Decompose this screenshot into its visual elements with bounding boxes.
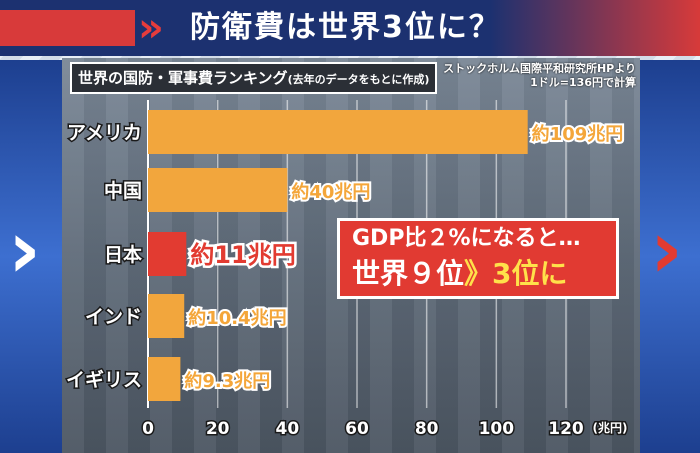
right-decor: › [640, 60, 700, 453]
left-decor: › [0, 60, 62, 453]
value-label: 約9.3兆円 [184, 370, 270, 392]
callout-line-2: 世界９位》3位に [352, 257, 568, 291]
value-label: 約109兆円 [532, 123, 624, 145]
x-tick-label: 0 [142, 419, 154, 439]
x-tick-label: 60 [345, 419, 369, 439]
callout-rank-now: 世界９位 [352, 257, 465, 290]
value-label: 約10.4兆円 [188, 307, 286, 329]
bar [148, 232, 187, 276]
chevron-right-icon: › [8, 203, 41, 296]
category-label: イギリス [66, 369, 142, 391]
header-bar: » 防衛費は世界3位に？ [0, 0, 700, 56]
callout-line-1: GDP比２%になると… [352, 226, 581, 251]
value-label: 約40兆円 [291, 181, 370, 203]
page-title: 防衛費は世界3位に？ [190, 10, 501, 45]
bar [148, 294, 185, 338]
bar [148, 110, 528, 154]
source-line-2: 1ドル=136円で計算 [530, 76, 636, 89]
chevron-right-icon: › [650, 203, 683, 296]
x-tick-label: 100 [479, 419, 515, 439]
source-note: ストックホルム国際平和研究所HPより 1ドル=136円で計算 [443, 62, 636, 90]
value-label: 約11兆円 [190, 241, 295, 269]
callout-box: GDP比２%になると… 世界９位》3位に [337, 218, 619, 299]
chart-title-note: (去年のデータをもとに作成) [287, 73, 430, 86]
header-accent [0, 10, 135, 46]
category-label: インド [85, 306, 142, 328]
chart-title: 世界の国防・軍事費ランキング(去年のデータをもとに作成) [70, 62, 438, 94]
x-tick-label: 40 [275, 419, 299, 439]
category-label: 日本 [104, 243, 142, 266]
category-label: アメリカ [67, 122, 142, 144]
bar [148, 357, 181, 401]
bar [148, 168, 288, 212]
x-tick-label: 80 [415, 419, 439, 439]
chart-title-main: 世界の国防・軍事費ランキング [78, 69, 288, 87]
category-label: 中国 [104, 179, 142, 202]
x-tick-label: 20 [206, 419, 230, 439]
callout-arrow: 》 [464, 257, 493, 290]
source-line-1: ストックホルム国際平和研究所HPより [443, 62, 636, 75]
x-tick-label: 120 [548, 419, 584, 439]
x-unit-label: (兆円) [593, 420, 628, 435]
callout-rank-new: 3位に [492, 257, 568, 290]
double-chevron-icon: » [138, 5, 164, 51]
